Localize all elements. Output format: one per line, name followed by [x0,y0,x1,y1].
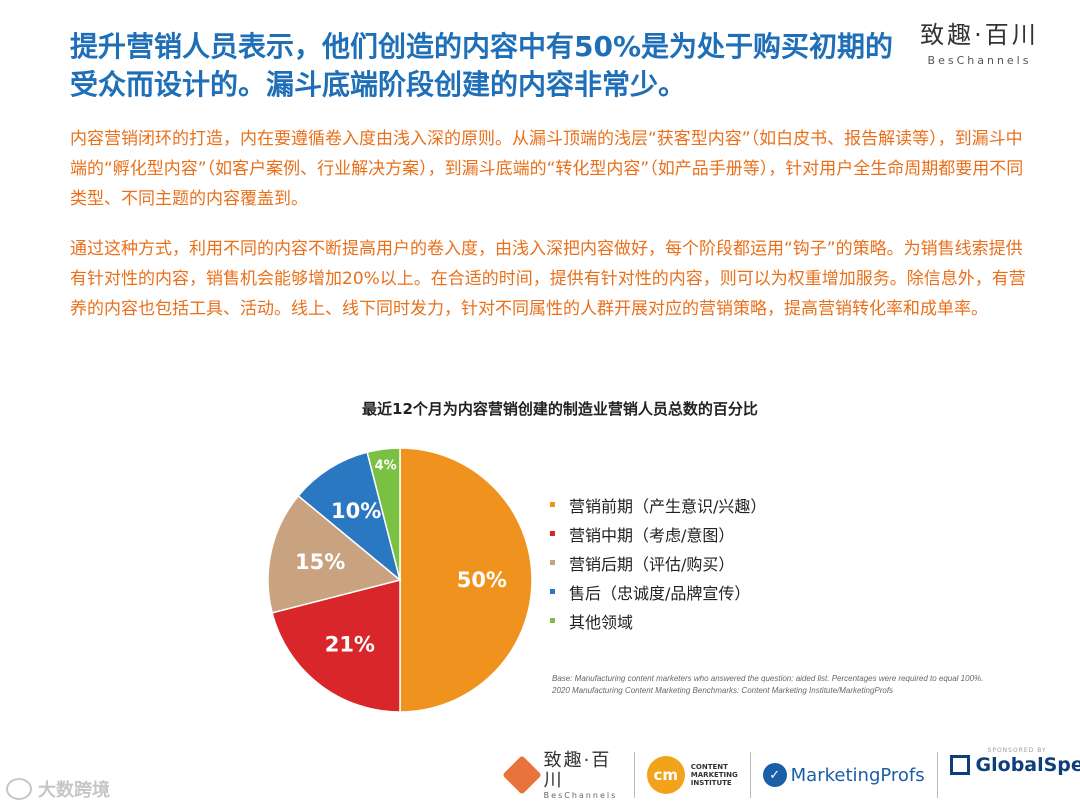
pie-slice-label: 21% [325,633,375,657]
legend-swatch [550,560,555,565]
marketingprofs-name: MarketingProfs [790,764,925,786]
legend-label: 营销前期（产生意识/兴趣） [569,496,767,516]
beschannels-mark-icon [502,755,538,795]
legend-label: 营销后期（评估/购买） [569,554,735,574]
chart-title: 最近12个月为内容营销创建的制造业营销人员总数的百分比 [362,400,758,418]
pie-slice-label: 10% [331,499,381,523]
pie-slice-label: 4% [375,459,397,474]
cmi-line: CONTENT [690,763,728,771]
watermark-text: 大数跨境 [38,780,110,801]
marketingprofs-mark-icon: ✓ [762,763,787,787]
method-paragraph: 通过这种方式，利用不同的内容不断提高用户的卷入度，由浅入深把内容做好，每个阶段都… [70,239,1026,319]
cmi-logo: cm CONTENT MARKETING INSTITUTE [635,747,750,803]
pie-slice [399,447,533,713]
source-note-base: Base: Manufacturing content marketers wh… [552,674,984,683]
legend-swatch [550,589,555,594]
legend-item: 营销中期（考虑/意图） [550,519,766,548]
legend-item: 营销前期（产生意识/兴趣） [550,490,766,519]
globalspec-name: GlobalSpec [975,754,1080,776]
intro-paragraph: 内容营销闭环的打造，内在要遵循卷入度由浅入深的原则。从漏斗顶端的浅层“获客型内容… [70,129,1024,209]
legend-item: 营销后期（评估/购买） [550,548,766,577]
pie-slice-label: 50% [457,568,507,592]
footer-brand-cn: 致趣·百川 [543,749,612,791]
pie-slice [297,451,402,583]
pie-slice [271,579,401,713]
footer-divider [749,752,751,798]
legend-swatch [550,502,555,507]
brand-name-cn: 致趣·百川 [920,21,1039,49]
brand-name-en: BesChannels [927,54,1032,67]
pie-slice [267,494,402,614]
legend-label: 售后（忠诚度/品牌宣传） [569,583,751,603]
footer-divider [936,752,938,798]
beschannels-logo: 致趣·百川 BesChannels [490,747,634,803]
legend-label: 其他领域 [569,612,634,632]
watermark: 大数跨境 [6,776,110,802]
cmi-mark-icon: cm [646,756,685,794]
pie-slice [366,447,401,581]
legend-label: 营销中期（考虑/意图） [569,525,735,545]
legend-swatch [550,531,555,536]
pie-slice-label: 15% [295,550,345,574]
watermark-icon [6,778,32,800]
footer-logos: 致趣·百川 BesChannels cm CONTENT MARKETING I… [490,745,1080,805]
chart-legend: 营销前期（产生意识/兴趣） 营销中期（考虑/意图） 营销后期（评估/购买） 售后… [550,490,766,635]
legend-item: 其他领域 [550,606,766,635]
footer-brand-en: BesChannels [543,790,618,800]
marketingprofs-logo: ✓ MarketingProfs [751,747,937,803]
pie-chart: 50% 21% 15% 10% 4% [267,447,533,713]
legend-swatch [550,618,555,623]
cmi-line: INSTITUTE [690,779,732,787]
cmi-line: MARKETING [690,771,738,779]
brand-logo: 致趣·百川 BesChannels [917,20,1042,67]
page-headline: 提升营销人员表示，他们创造的内容中有50%是为处于购买初期的受众而设计的。漏斗底… [70,30,894,101]
sponsored-by-label: SPONSORED BY [987,747,1047,754]
globalspec-logo: SPONSORED BY GlobalSpec [938,747,1080,803]
source-note-citation: 2020 Manufacturing Content Marketing Ben… [552,686,894,695]
footer-divider [633,752,635,798]
globalspec-mark-icon [949,755,970,775]
legend-item: 售后（忠诚度/品牌宣传） [550,577,766,606]
source-note: Base: Manufacturing content marketers wh… [552,673,1062,697]
